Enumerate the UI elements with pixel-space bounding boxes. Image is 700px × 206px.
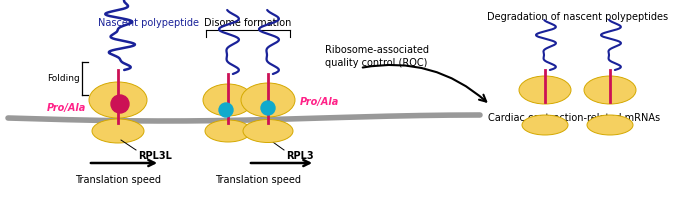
Text: Translation speed: Translation speed [215, 175, 301, 185]
Ellipse shape [243, 119, 293, 143]
Text: RPL3: RPL3 [286, 151, 314, 161]
Circle shape [111, 95, 129, 113]
Text: Ribosome-associated
quality control (RQC): Ribosome-associated quality control (RQC… [325, 45, 429, 68]
Text: Cardiac contraction-related mRNAs: Cardiac contraction-related mRNAs [488, 113, 660, 123]
Circle shape [261, 101, 275, 115]
Text: Degradation of nascent polypeptides: Degradation of nascent polypeptides [487, 12, 668, 22]
Ellipse shape [584, 76, 636, 104]
Ellipse shape [92, 119, 144, 143]
Text: Folding: Folding [48, 74, 80, 83]
Text: Nascent polypeptide: Nascent polypeptide [97, 18, 199, 28]
Ellipse shape [587, 115, 633, 135]
Circle shape [219, 103, 233, 117]
Text: Disome formation: Disome formation [204, 18, 292, 28]
Ellipse shape [205, 120, 251, 142]
Ellipse shape [522, 115, 568, 135]
Text: Translation speed: Translation speed [75, 175, 161, 185]
Text: RPL3L: RPL3L [138, 151, 172, 161]
Ellipse shape [519, 76, 571, 104]
Text: Pro/Ala: Pro/Ala [300, 97, 340, 107]
Ellipse shape [203, 84, 253, 116]
Text: Pro/Ala: Pro/Ala [47, 103, 86, 113]
Ellipse shape [241, 83, 295, 117]
Ellipse shape [89, 82, 147, 118]
